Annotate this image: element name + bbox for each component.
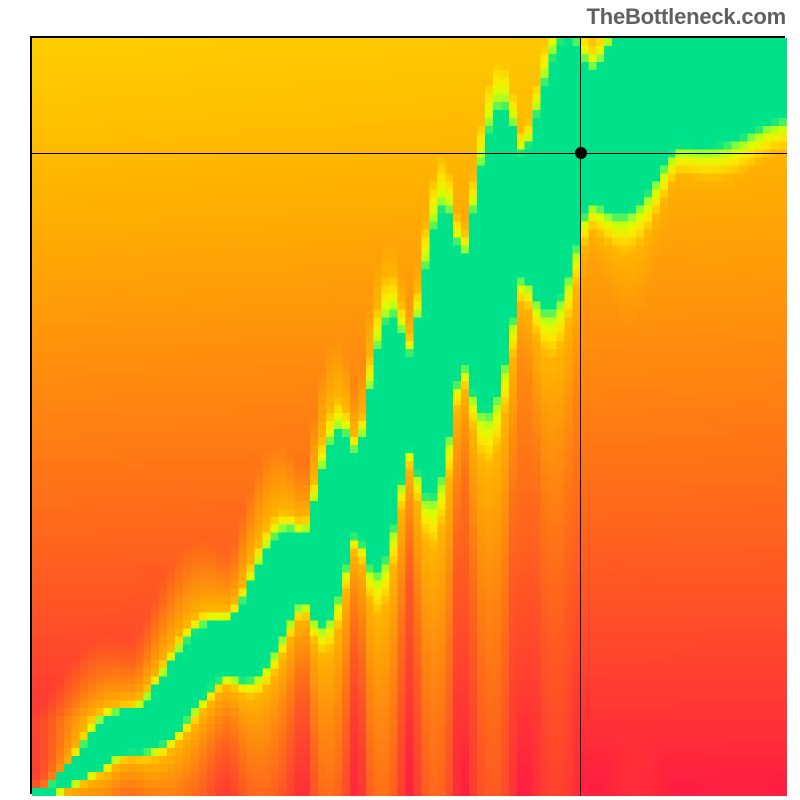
heatmap-plot (30, 36, 785, 794)
crosshair-horizontal (32, 153, 787, 154)
chart-container: TheBottleneck.com (0, 0, 800, 800)
heatmap-canvas (32, 38, 787, 796)
watermark-text: TheBottleneck.com (586, 4, 786, 30)
crosshair-marker (575, 147, 587, 159)
